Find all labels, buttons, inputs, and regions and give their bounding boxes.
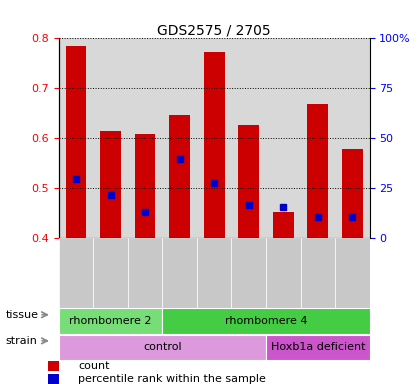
Text: count: count [78,361,110,371]
Bar [231,238,266,311]
Text: control: control [143,342,182,352]
Bar [335,238,370,311]
Text: strain: strain [5,336,37,346]
Bar [59,308,163,334]
Bar [135,134,155,238]
Bar [266,238,301,311]
Bar [273,212,294,238]
Bar [307,104,328,238]
Bar [266,334,370,360]
Bar [163,308,370,334]
Bar [59,334,266,360]
Text: rhombomere 2: rhombomere 2 [69,316,152,326]
Text: rhombomere 4: rhombomere 4 [225,316,307,326]
Text: percentile rank within the sample: percentile rank within the sample [78,374,266,384]
Bar [301,238,335,311]
Bar [204,52,225,238]
Bar [197,238,231,311]
Text: tissue: tissue [5,310,39,320]
Bar [163,238,197,311]
Bar [342,149,363,238]
Text: Hoxb1a deficient: Hoxb1a deficient [270,342,365,352]
Bar [48,361,60,371]
Bar [93,238,128,311]
Bar [169,115,190,238]
Bar [128,238,163,311]
Bar [59,238,93,311]
Bar [66,46,87,238]
Bar [239,125,259,238]
Title: GDS2575 / 2705: GDS2575 / 2705 [158,23,271,37]
Bar [48,374,60,384]
Bar [100,131,121,238]
